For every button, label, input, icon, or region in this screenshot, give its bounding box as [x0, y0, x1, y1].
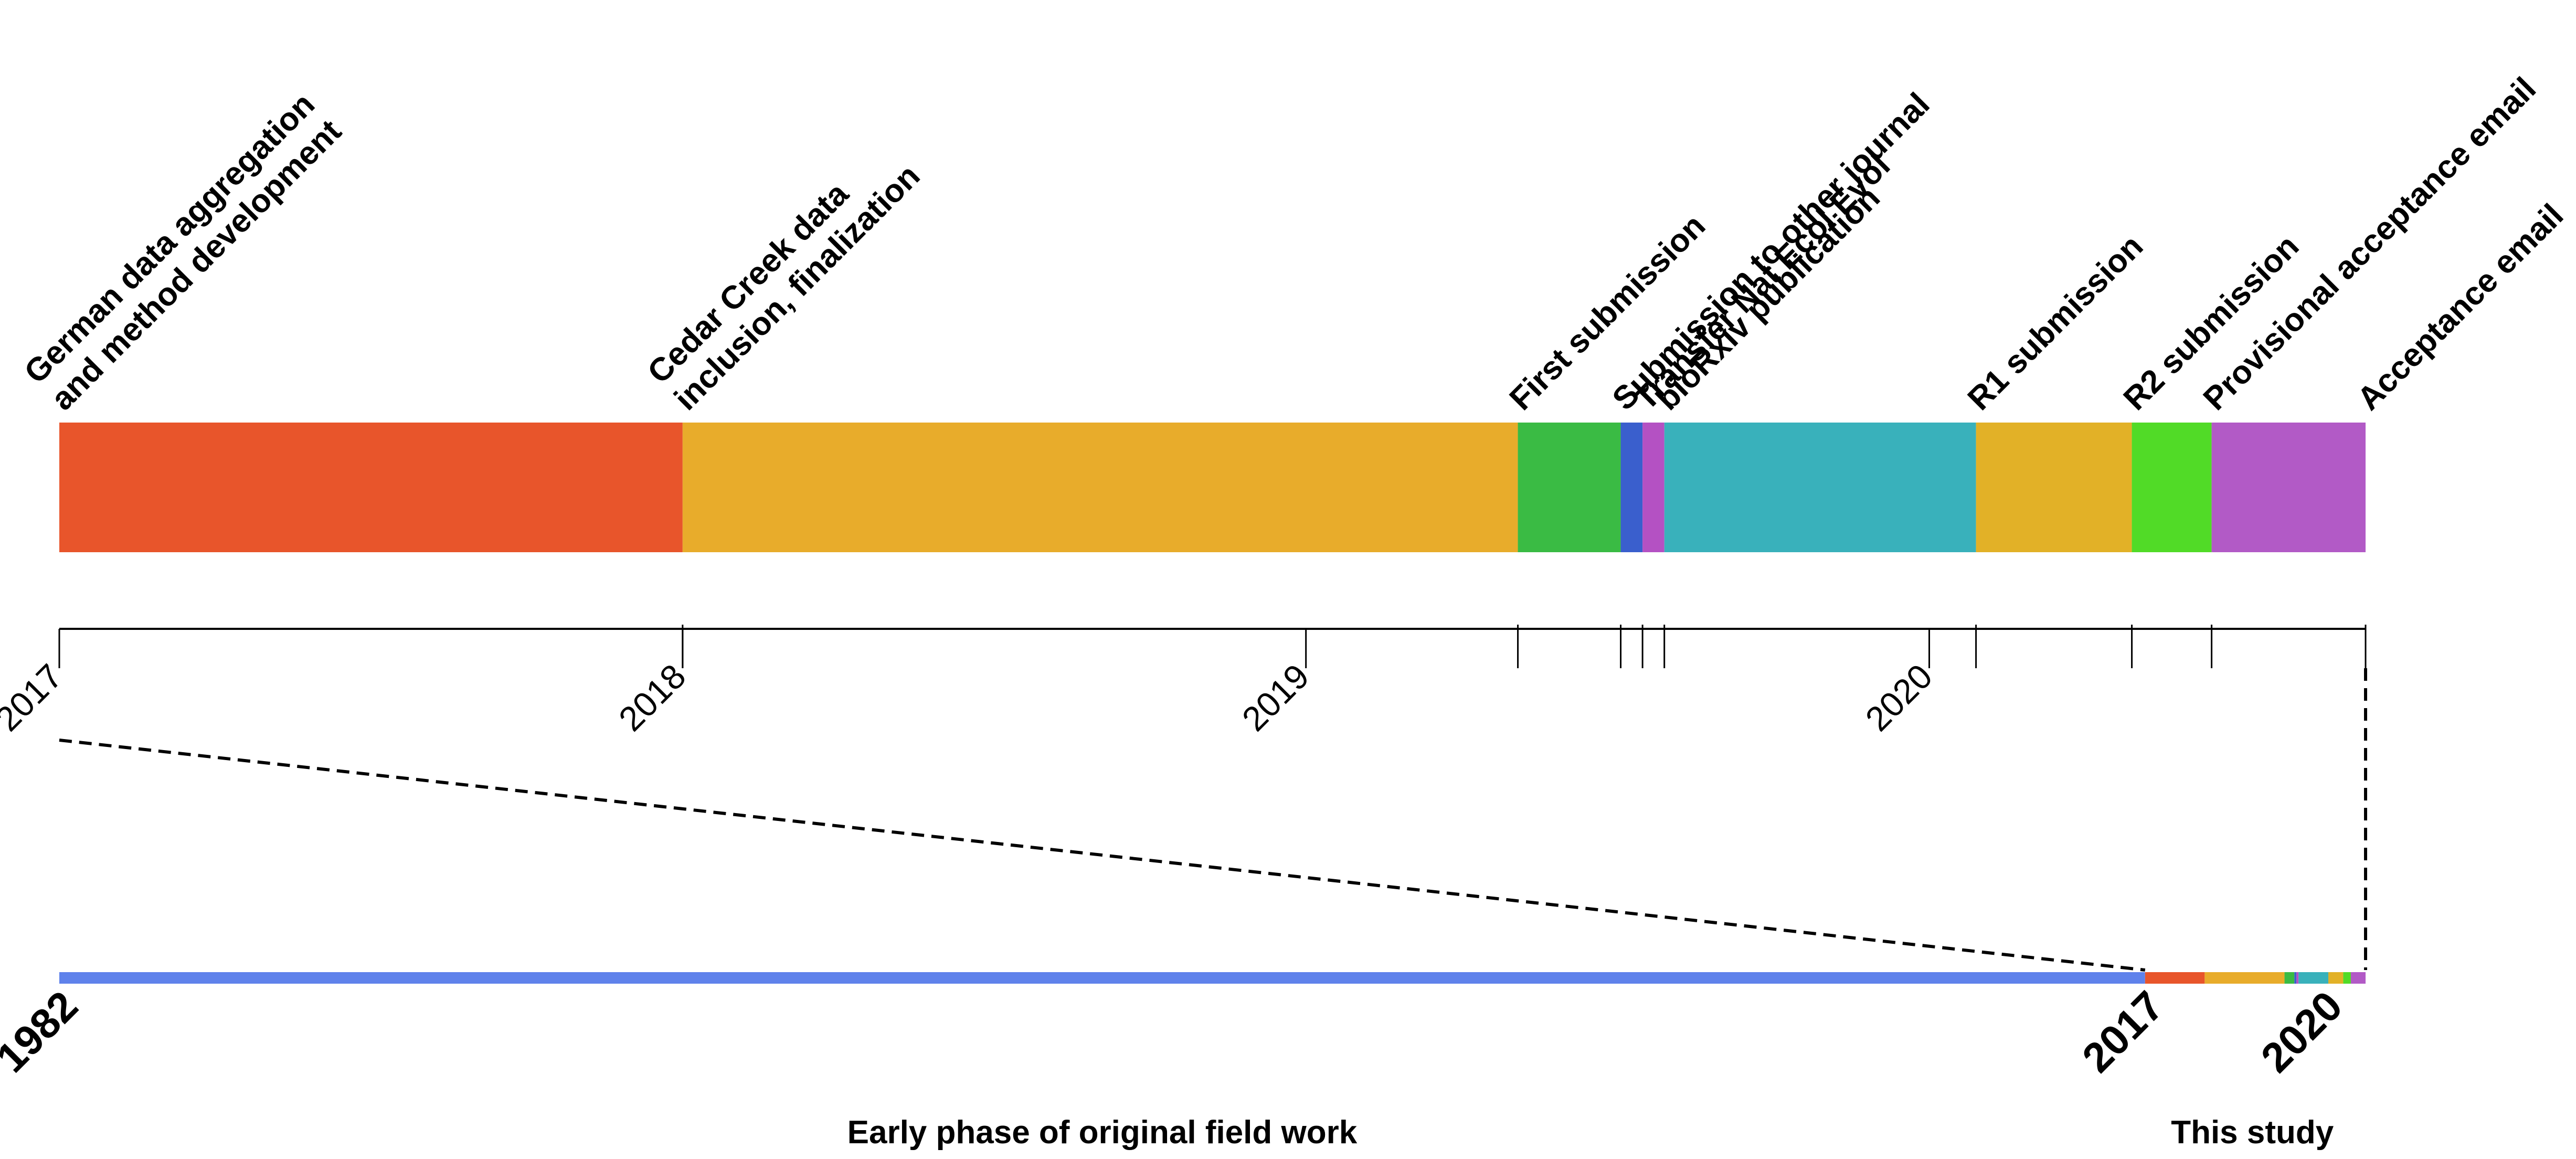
- mini-phase-bar-3: [2294, 972, 2297, 984]
- overview-year-label-2: 2020: [2252, 982, 2351, 1081]
- top-time-axis: 2017 2018 2019 2020: [0, 625, 2367, 739]
- bottom-overview-labels: 1982 2017 2020 Early phase of original fiel…: [0, 982, 2351, 1151]
- zoom-connector-lines: [59, 668, 2367, 972]
- bottom-overview-bar: [59, 972, 2366, 984]
- phase-bar-7: [2132, 423, 2212, 552]
- mini-phase-bar-0: [2145, 972, 2205, 984]
- phase-label-8: Provisional acceptance email: [2197, 70, 2543, 417]
- early-phase-caption: Early phase of original field work: [847, 1114, 1358, 1151]
- top-phase-labels: German data aggregationand method develo…: [17, 70, 2570, 417]
- overview-year-label-0: 1982: [0, 982, 87, 1081]
- phase-label-0: German data aggregationand method develo…: [17, 86, 348, 417]
- phase-bar-3: [1620, 423, 1643, 552]
- phase-bar-8: [2211, 423, 2366, 552]
- mini-phase-bar-1: [2204, 972, 2285, 984]
- phase-label-1: Cedar Creek datainclusion, finalization: [641, 131, 927, 417]
- mini-phase-bar-8: [2350, 972, 2366, 984]
- mini-phase-bar-2: [2284, 972, 2295, 984]
- mini-phase-bar-4: [2296, 972, 2299, 984]
- year-tick-label-1: 2018: [611, 657, 693, 739]
- phase-bar-6: [1976, 423, 2132, 552]
- this-study-caption: This study: [2171, 1114, 2334, 1151]
- mini-phase-bar-6: [2328, 972, 2344, 984]
- phase-bar-1: [682, 423, 1518, 552]
- phase-bar-0: [59, 423, 683, 552]
- overview-year-label-1: 2017: [2073, 982, 2172, 1081]
- mini-phase-bar-5: [2298, 972, 2329, 984]
- early-phase-bar: [59, 972, 2145, 984]
- zoom-connector-left: [59, 739, 2146, 972]
- year-tick-label-0: 2017: [0, 657, 70, 739]
- year-tick-label-2: 2019: [1234, 657, 1316, 739]
- phase-bar-2: [1518, 423, 1621, 552]
- mini-phase-bar-7: [2343, 972, 2351, 984]
- phase-bar-4: [1642, 423, 1665, 552]
- phase-bar-5: [1664, 423, 1976, 552]
- top-phase-bars: [59, 423, 2366, 552]
- year-tick-label-3: 2020: [1858, 657, 1939, 739]
